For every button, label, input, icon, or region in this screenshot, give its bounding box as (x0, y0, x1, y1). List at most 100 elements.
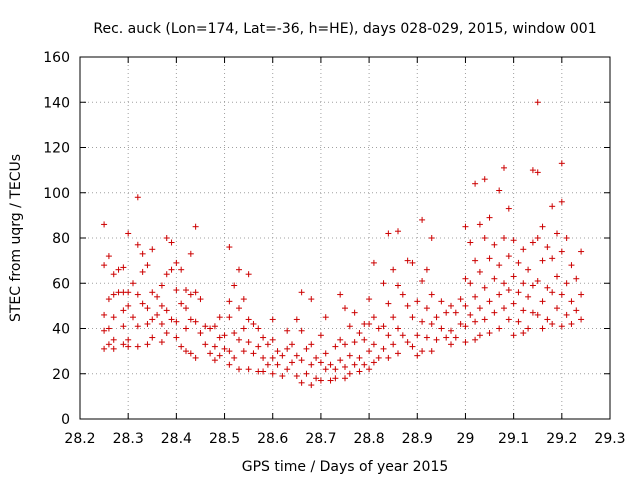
data-point (264, 361, 271, 368)
data-point (472, 318, 479, 325)
data-point (361, 336, 368, 343)
data-point (120, 307, 127, 314)
data-point (303, 345, 310, 352)
data-point (419, 216, 426, 223)
data-point (578, 291, 585, 298)
data-point (462, 275, 469, 282)
data-point (260, 354, 267, 361)
data-point (496, 262, 503, 269)
data-point (293, 352, 300, 359)
data-point (558, 198, 565, 205)
data-point (558, 323, 565, 330)
data-point (163, 330, 170, 337)
data-point (327, 377, 334, 384)
data-point (476, 268, 483, 275)
data-point (385, 332, 392, 339)
data-point (544, 284, 551, 291)
data-point (149, 246, 156, 253)
data-point (505, 205, 512, 212)
data-point (226, 361, 233, 368)
data-point (462, 223, 469, 230)
data-point (240, 348, 247, 355)
data-point (317, 332, 324, 339)
data-point (554, 230, 560, 237)
data-point (534, 169, 541, 176)
data-point (173, 259, 180, 266)
data-point (216, 314, 223, 321)
data-point (433, 314, 440, 321)
data-point (370, 341, 377, 348)
data-point (481, 284, 488, 291)
data-point (366, 296, 373, 303)
data-point (274, 361, 281, 368)
data-point (332, 343, 339, 350)
data-point (385, 354, 392, 361)
data-point (317, 377, 324, 384)
data-point (428, 291, 435, 298)
data-point (423, 266, 430, 273)
data-point (452, 309, 459, 316)
data-point (255, 343, 262, 350)
data-point (183, 287, 189, 294)
data-point (139, 300, 146, 307)
data-point (337, 291, 344, 298)
data-point (226, 244, 233, 251)
data-point (385, 300, 392, 307)
data-point (332, 366, 339, 373)
data-point (529, 282, 536, 289)
data-point (510, 300, 517, 307)
data-point (573, 275, 580, 282)
data-point (549, 289, 556, 296)
data-point (158, 320, 165, 327)
data-point (539, 298, 546, 305)
data-point (342, 363, 348, 370)
data-point (120, 264, 127, 271)
data-point (419, 318, 426, 325)
data-point (226, 348, 233, 355)
data-point (192, 289, 199, 296)
data-point (414, 298, 421, 305)
y-tick-label: 60 (52, 276, 70, 292)
data-point (192, 318, 199, 325)
data-point (149, 334, 156, 341)
data-point (298, 379, 305, 386)
data-point (457, 320, 464, 327)
data-point (115, 266, 122, 273)
y-tick-label: 100 (43, 186, 70, 202)
data-point (472, 336, 479, 343)
y-tick-label: 160 (43, 50, 70, 66)
data-point (448, 327, 454, 334)
data-point (476, 332, 483, 339)
data-point (125, 230, 132, 237)
data-point (250, 320, 257, 327)
data-point (110, 314, 117, 321)
x-tick-label: 28.7 (305, 431, 336, 447)
x-tick-label: 28.2 (64, 431, 95, 447)
data-point (462, 323, 469, 330)
data-point (563, 235, 570, 241)
grid (80, 57, 610, 419)
data-point (563, 280, 570, 287)
data-point (554, 273, 560, 280)
data-point (327, 361, 334, 368)
data-point (303, 370, 310, 377)
data-point (505, 316, 512, 323)
data-point (260, 368, 267, 375)
x-tick-label: 28.3 (113, 431, 144, 447)
data-point (245, 271, 252, 278)
data-point (105, 253, 112, 260)
data-point (211, 357, 218, 364)
data-point (370, 359, 377, 366)
data-point (105, 325, 112, 332)
data-point (178, 266, 185, 273)
data-point (173, 334, 180, 341)
data-point (467, 280, 474, 287)
data-point (120, 323, 127, 330)
data-point (428, 320, 435, 327)
data-point (342, 375, 348, 382)
data-point (443, 309, 450, 316)
data-point (221, 332, 228, 339)
data-point (163, 271, 170, 278)
data-point (433, 336, 440, 343)
